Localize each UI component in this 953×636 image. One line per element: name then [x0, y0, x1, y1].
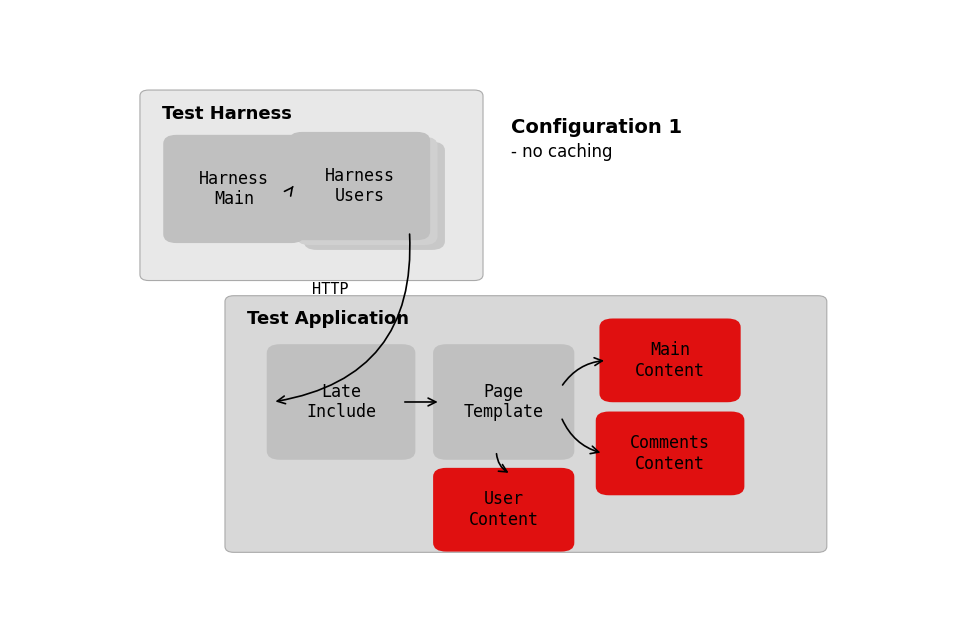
FancyBboxPatch shape: [225, 296, 826, 552]
Text: Late
Include: Late Include: [306, 383, 375, 422]
Text: HTTP: HTTP: [312, 282, 348, 297]
FancyBboxPatch shape: [595, 411, 743, 495]
Text: Comments
Content: Comments Content: [629, 434, 709, 473]
FancyBboxPatch shape: [289, 132, 430, 240]
Text: Test Application: Test Application: [247, 310, 409, 328]
Text: Configuration 1: Configuration 1: [511, 118, 681, 137]
Text: Harness
Main: Harness Main: [198, 170, 269, 209]
Text: Harness
Users: Harness Users: [324, 167, 395, 205]
Text: - no caching: - no caching: [511, 143, 612, 162]
FancyBboxPatch shape: [140, 90, 482, 280]
Text: Page
Template: Page Template: [463, 383, 543, 422]
FancyBboxPatch shape: [303, 142, 444, 250]
FancyBboxPatch shape: [598, 319, 740, 402]
FancyBboxPatch shape: [267, 344, 415, 460]
FancyBboxPatch shape: [163, 135, 304, 243]
FancyBboxPatch shape: [433, 344, 574, 460]
Text: Main
Content: Main Content: [635, 341, 704, 380]
Text: User
Content: User Content: [468, 490, 538, 529]
FancyBboxPatch shape: [433, 468, 574, 551]
Text: Test Harness: Test Harness: [162, 105, 292, 123]
FancyBboxPatch shape: [296, 137, 437, 245]
